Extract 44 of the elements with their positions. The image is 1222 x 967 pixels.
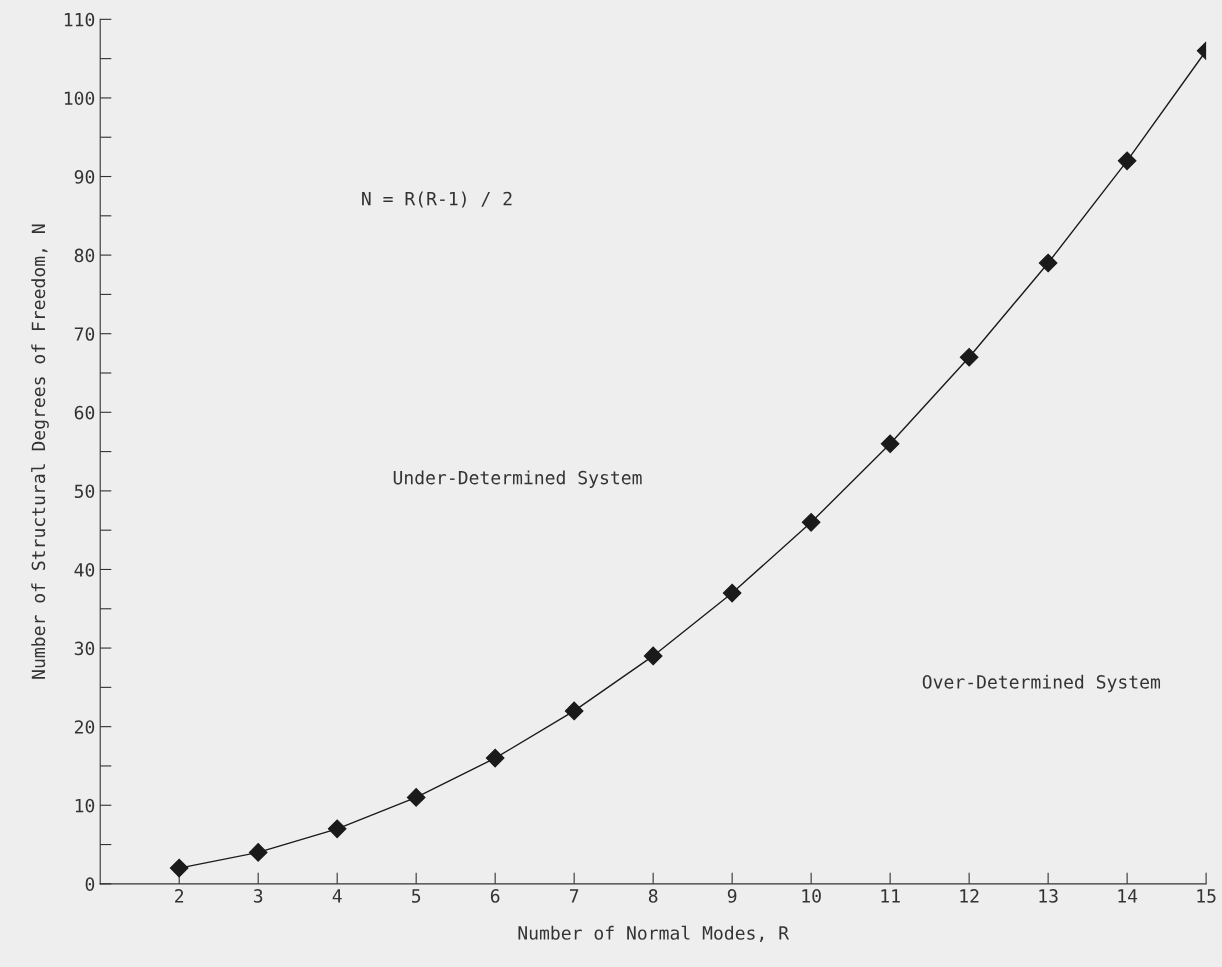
y-tick-label: 110 [64,12,95,27]
point [485,748,505,768]
annotation: Under-Determined System [393,470,642,488]
y-tick-label: 20 [74,720,95,734]
point [880,434,900,454]
point [248,843,268,862]
x-tick-label: 7 [569,889,579,903]
y-axis-title: Number of Structural Degrees of Freedom, N [31,224,49,679]
x-tick-label: 8 [648,889,658,903]
y-tick-label: 0 [85,877,95,891]
x-tick-label: 14 [1118,889,1138,903]
point [722,583,742,603]
annotation: N = R(R-1) / 2 [362,191,512,208]
x-tick-label: 12 [960,889,979,903]
point [1038,253,1058,273]
y-tick-label: 30 [74,641,95,656]
x-axis-title: Number of Normal Modes, R [518,925,790,943]
x-tick-label: 3 [253,889,263,903]
point [327,819,347,839]
annotation: Over-Determined System [922,674,1161,693]
x-tick-label: 11 [881,889,900,903]
y-tick-label: 10 [75,798,95,813]
y-tick-label: 100 [64,91,95,106]
point [1117,151,1137,171]
y-tick-label: 50 [74,484,95,499]
x-tick-label: 4 [332,889,342,903]
point [959,347,979,367]
x-tick-label: 2 [175,889,184,903]
x-tick-label: 15 [1197,889,1216,903]
y-tick-label: 80 [74,248,95,263]
x-tick-label: 5 [412,889,421,903]
point [801,512,821,532]
x-tick-label: 13 [1039,889,1058,903]
point [169,858,189,878]
y-tick-label: 70 [74,327,95,341]
y-tick-label: 90 [74,170,95,184]
x-tick-label: 9 [727,889,737,903]
y-tick-label: 40 [74,562,95,577]
point [643,646,663,666]
x-tick-label: 6 [490,889,500,903]
point [406,788,426,807]
y-tick-label: 60 [74,405,95,420]
point [564,701,584,721]
x-tick-label: 10 [802,889,821,903]
